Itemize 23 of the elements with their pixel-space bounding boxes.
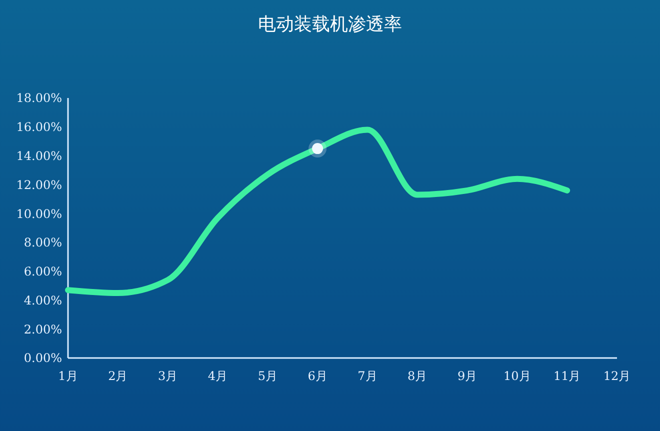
x-tick-label: 8月	[408, 369, 428, 383]
x-tick-label: 5月	[258, 369, 278, 383]
y-tick-label: 6.00%	[24, 264, 62, 279]
y-tick-label: 8.00%	[24, 236, 62, 250]
y-tick-label: 12.00%	[16, 178, 62, 192]
y-tick-label: 10.00%	[16, 206, 62, 221]
y-tick-label: 16.00%	[16, 120, 62, 134]
y-tick-label: 18.00%	[16, 91, 62, 106]
y-tick-label: 4.00%	[24, 293, 62, 308]
x-tick-label: 9月	[457, 369, 478, 383]
x-tick-label: 6月	[308, 369, 328, 383]
chart-title: 电动装载机渗透率	[258, 14, 402, 35]
y-tick-label: 0.00%	[24, 351, 62, 366]
x-tick-label: 10月	[504, 369, 531, 383]
x-tick-label: 12月	[603, 369, 631, 383]
x-tick-label: 1月	[58, 369, 78, 383]
x-tick-label: 4月	[208, 369, 228, 383]
x-tick-label: 3月	[158, 369, 178, 383]
y-tick-label: 2.00%	[24, 322, 62, 336]
x-tick-label: 11月	[553, 369, 581, 383]
x-tick-label: 7月	[358, 369, 378, 383]
y-tick-label: 14.00%	[16, 148, 62, 163]
x-tick-label: 2月	[108, 369, 128, 383]
